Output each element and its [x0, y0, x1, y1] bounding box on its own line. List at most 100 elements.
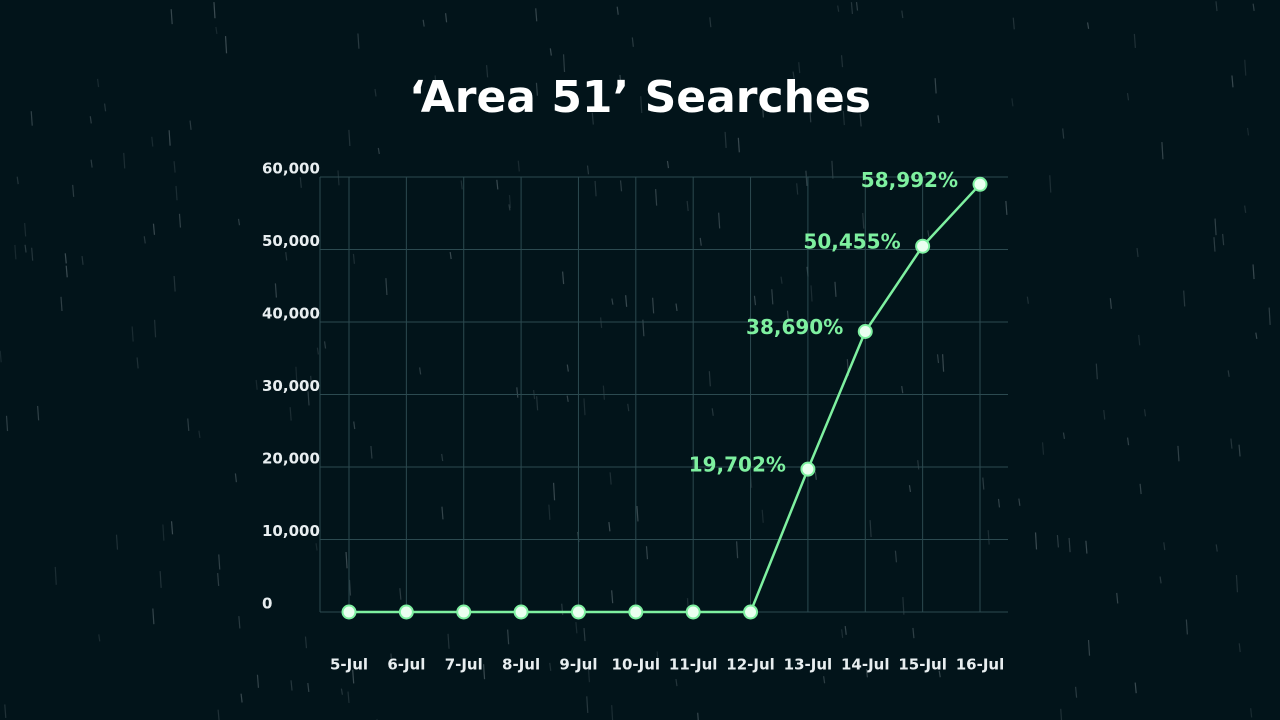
- x-tick-label: 11-Jul: [669, 656, 718, 674]
- rain-streak: [737, 137, 740, 153]
- rain-streak: [927, 230, 930, 237]
- rain-streak: [1268, 307, 1271, 325]
- rain-streak: [987, 530, 990, 545]
- rain-streak: [1005, 200, 1008, 215]
- rain-streak: [894, 550, 898, 563]
- x-tick-label: 7-Jul: [445, 656, 483, 674]
- rain-streak: [289, 407, 292, 421]
- rain-streak: [798, 62, 801, 74]
- rain-streak: [447, 633, 450, 649]
- rain-streak: [1103, 409, 1106, 420]
- y-tick-label: 40,000: [262, 305, 320, 323]
- rain-streak: [1230, 438, 1233, 449]
- rain-streak: [1250, 708, 1253, 718]
- rain-streak: [441, 506, 444, 520]
- rain-streak: [941, 354, 945, 372]
- rain-streak: [187, 418, 190, 432]
- rain-streak: [686, 200, 689, 212]
- rain-streak: [422, 19, 425, 27]
- rain-streak: [159, 571, 162, 588]
- rain-streak: [796, 183, 799, 195]
- rain-streak: [173, 161, 176, 173]
- rain-streak: [675, 678, 678, 687]
- rain-streak: [508, 194, 512, 209]
- rain-streak: [307, 683, 310, 693]
- rain-streak: [850, 2, 854, 14]
- rain-streak: [152, 223, 156, 235]
- rain-streak: [1026, 296, 1029, 304]
- rain-streak: [862, 212, 865, 229]
- rain-streak: [780, 276, 783, 284]
- data-label: 50,455%: [803, 230, 900, 254]
- rain-streak: [385, 278, 388, 296]
- rain-streak: [65, 265, 68, 278]
- rain-streak: [1049, 175, 1052, 193]
- x-tick-label: 16-Jul: [956, 656, 1005, 674]
- y-tick-label: 10,000: [262, 522, 320, 540]
- rain-streak: [709, 17, 712, 28]
- data-point: [743, 604, 759, 620]
- rain-streak: [315, 543, 318, 551]
- rain-streak: [4, 704, 7, 718]
- rain-streak: [608, 522, 611, 532]
- rain-streak: [1213, 237, 1216, 252]
- rain-streak: [234, 473, 237, 483]
- rain-streak: [917, 460, 920, 470]
- rain-streak: [810, 285, 813, 302]
- rain-streak: [548, 504, 551, 520]
- rain-streak: [611, 590, 614, 604]
- rain-streak: [562, 271, 565, 285]
- chart-title: ‘Area 51’ Searches: [409, 72, 871, 123]
- rain-streak: [1244, 59, 1247, 76]
- rain-streak: [600, 317, 603, 328]
- rain-streak: [655, 189, 658, 206]
- rain-streak: [616, 6, 619, 15]
- rain-streak: [792, 71, 795, 79]
- x-tick-label: 12-Jul: [726, 656, 775, 674]
- rain-streak: [937, 115, 940, 124]
- rain-streak: [1011, 98, 1014, 107]
- x-tick-label: 9-Jul: [559, 656, 597, 674]
- rain-streak: [370, 445, 373, 459]
- rain-streak: [786, 310, 790, 323]
- rain-streak: [901, 10, 904, 19]
- rain-streak: [1139, 483, 1142, 495]
- rain-streak: [31, 247, 34, 261]
- rain-streak: [1056, 535, 1060, 548]
- y-tick-label: 20,000: [262, 450, 320, 468]
- rain-streak: [89, 116, 92, 124]
- rain-streak: [535, 82, 539, 96]
- rain-streak: [619, 74, 622, 87]
- rain-streak: [1075, 686, 1078, 698]
- rain-streak: [1161, 141, 1164, 160]
- rain-streak: [290, 680, 293, 691]
- rain-streak: [151, 136, 154, 147]
- rain-streak: [1062, 432, 1066, 439]
- rain-streak: [1085, 540, 1088, 554]
- rain-streak: [583, 398, 586, 416]
- rain-streak: [855, 2, 859, 11]
- rain-streak: [1012, 17, 1015, 30]
- data-point: [570, 604, 586, 620]
- rain-streak: [419, 367, 422, 375]
- rain-streak: [168, 130, 171, 146]
- data-point: [513, 604, 529, 620]
- rain-streak: [54, 566, 57, 585]
- rain-streak: [352, 253, 356, 264]
- rain-streak: [1138, 334, 1141, 346]
- x-tick-label: 5-Jul: [330, 656, 368, 674]
- rain-streak: [255, 379, 258, 390]
- rain-streak: [189, 120, 192, 130]
- rain-streak: [609, 472, 612, 485]
- rain-streak: [173, 275, 176, 292]
- rain-streak: [374, 88, 377, 97]
- rain-streak: [611, 705, 614, 720]
- x-tick-label: 14-Jul: [841, 656, 890, 674]
- rain-streak: [340, 688, 343, 695]
- rain-streak: [640, 96, 643, 114]
- rain-streak: [636, 505, 639, 522]
- data-point: [972, 176, 988, 192]
- rain-streak: [1252, 264, 1255, 280]
